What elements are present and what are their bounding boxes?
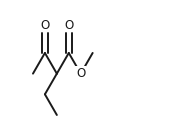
Text: O: O (76, 67, 85, 80)
Text: O: O (40, 19, 50, 32)
Text: O: O (64, 19, 73, 32)
